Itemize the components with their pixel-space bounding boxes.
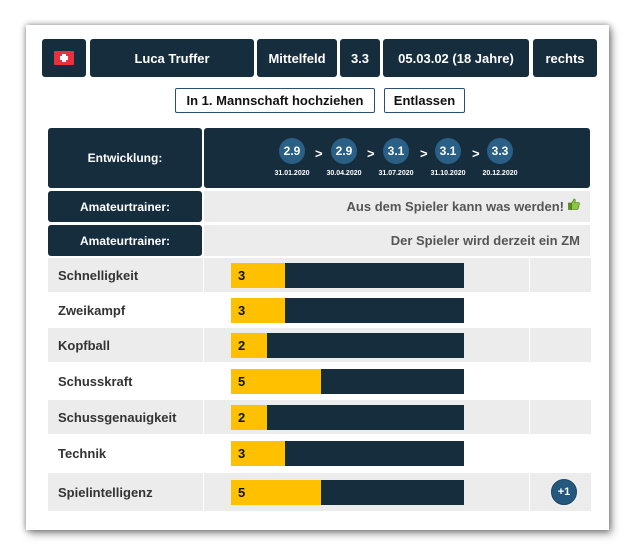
skill-value: 3 — [238, 268, 246, 283]
dev-value-1: 2.9 — [279, 138, 305, 164]
player-foot: rechts — [533, 39, 597, 77]
player-birth: 05.03.02 (18 Jahre) — [383, 39, 529, 77]
column-divider — [203, 436, 204, 470]
skill-bar: 5 — [231, 369, 464, 394]
promote-button[interactable]: In 1. Mannschaft hochziehen — [175, 88, 375, 113]
skill-bar: 3 — [231, 298, 464, 323]
skill-row: Kopfball 2 — [48, 328, 591, 362]
dev-date-4: 31.10.2020 — [430, 170, 466, 177]
dev-date-1: 31.01.2020 — [274, 170, 310, 177]
column-divider — [529, 293, 530, 327]
skill-bar-fill — [231, 405, 267, 430]
column-divider — [529, 328, 530, 362]
skill-value: 3 — [238, 446, 246, 461]
skill-upgrade-badge[interactable]: +1 — [551, 479, 577, 505]
skill-bar: 2 — [231, 405, 464, 430]
skill-bar-fill — [231, 298, 285, 323]
skill-bar: 2 — [231, 333, 464, 358]
skill-row: Schnelligkeit 3 — [48, 258, 591, 292]
skill-name: Zweikampf — [58, 302, 126, 318]
skill-row: Zweikampf 3 — [48, 293, 591, 327]
trainer-comment-text: Der Spieler wird derzeit ein ZM — [390, 233, 580, 248]
column-divider — [529, 364, 530, 398]
dismiss-button[interactable]: Entlassen — [384, 88, 465, 113]
dev-separator: > — [420, 146, 428, 161]
skill-bar: 3 — [231, 263, 464, 288]
skill-row: Schusskraft 5 — [48, 364, 591, 398]
skill-row: Technik 3 — [48, 436, 591, 470]
skill-bar-fill — [231, 441, 285, 466]
skill-bar: 5 — [231, 480, 464, 505]
column-divider — [203, 364, 204, 398]
skill-value: 5 — [238, 485, 246, 500]
column-divider — [203, 400, 204, 434]
dev-separator: > — [315, 146, 323, 161]
dev-value-2: 2.9 — [331, 138, 357, 164]
skill-bar-fill — [231, 333, 267, 358]
skill-name: Schusskraft — [58, 373, 133, 389]
skill-value: 2 — [238, 410, 246, 425]
player-name: Luca Truffer — [90, 39, 254, 77]
trainer-label-1: Amateurtrainer: — [48, 191, 202, 222]
skill-bar: 3 — [231, 441, 464, 466]
dev-value-4: 3.1 — [435, 138, 461, 164]
skill-row: Schussgenauigkeit 2 — [48, 400, 591, 434]
player-rating: 3.3 — [340, 39, 380, 77]
dev-date-3: 31.07.2020 — [378, 170, 414, 177]
column-divider — [529, 473, 530, 511]
dev-date-2: 30.04.2020 — [326, 170, 362, 177]
column-divider — [203, 293, 204, 327]
skill-bar-fill — [231, 480, 321, 505]
thumbs-up-icon — [568, 198, 580, 210]
dev-value-3: 3.1 — [383, 138, 409, 164]
skill-value: 5 — [238, 374, 246, 389]
player-position: Mittelfeld — [257, 39, 337, 77]
column-divider — [529, 400, 530, 434]
skill-value: 3 — [238, 303, 246, 318]
column-divider — [529, 436, 530, 470]
dev-value-5: 3.3 — [487, 138, 513, 164]
trainer-comment-2: Der Spieler wird derzeit ein ZM — [204, 225, 590, 256]
skill-row: Spielintelligenz 5 — [48, 473, 591, 511]
skill-name: Kopfball — [58, 337, 110, 353]
dev-separator: > — [367, 146, 375, 161]
skill-name: Spielintelligenz — [58, 484, 153, 500]
skill-name: Schnelligkeit — [58, 267, 139, 283]
column-divider — [203, 473, 204, 511]
trainer-comment-text: Aus dem Spieler kann was werden! — [346, 199, 564, 214]
column-divider — [203, 258, 204, 292]
skill-bar-fill — [231, 369, 321, 394]
development-timeline: 2.9 31.01.2020 > 2.9 30.04.2020 > 3.1 31… — [204, 128, 590, 188]
development-label: Entwicklung: — [48, 128, 202, 188]
column-divider — [203, 328, 204, 362]
trainer-label-2: Amateurtrainer: — [48, 225, 202, 256]
swiss-flag-icon — [54, 51, 74, 65]
dev-date-5: 20.12.2020 — [482, 170, 518, 177]
column-divider — [529, 258, 530, 292]
skill-name: Schussgenauigkeit — [58, 409, 177, 425]
trainer-comment-1: Aus dem Spieler kann was werden! — [204, 191, 590, 222]
dev-separator: > — [472, 146, 480, 161]
player-card: Luca Truffer Mittelfeld 3.3 05.03.02 (18… — [26, 25, 609, 530]
skill-bar-fill — [231, 263, 285, 288]
skill-name: Technik — [58, 445, 107, 461]
flag-cell — [42, 39, 86, 77]
skill-value: 2 — [238, 338, 246, 353]
